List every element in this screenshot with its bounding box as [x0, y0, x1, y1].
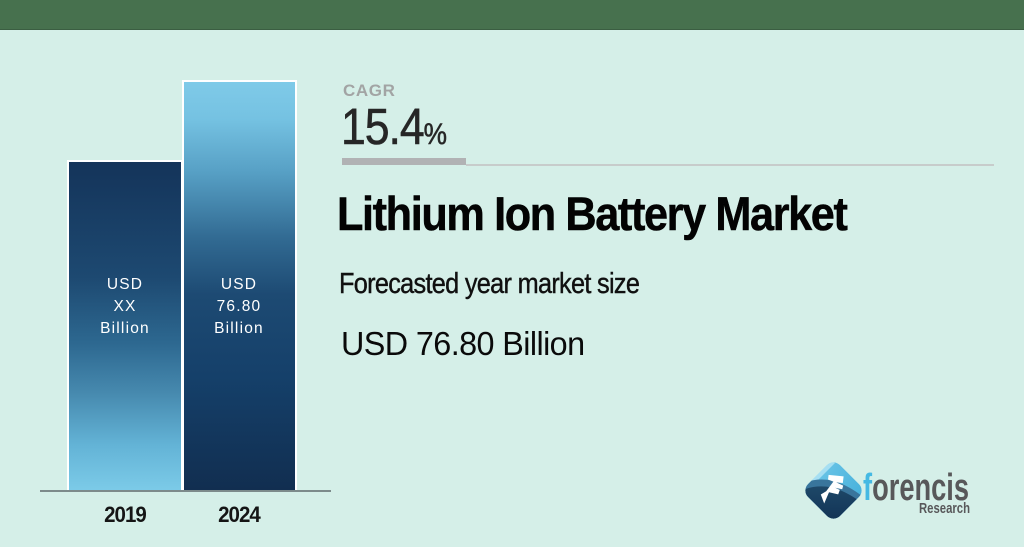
svg-text:Research: Research: [919, 501, 970, 517]
svg-text:forencis: forencis: [863, 467, 969, 509]
